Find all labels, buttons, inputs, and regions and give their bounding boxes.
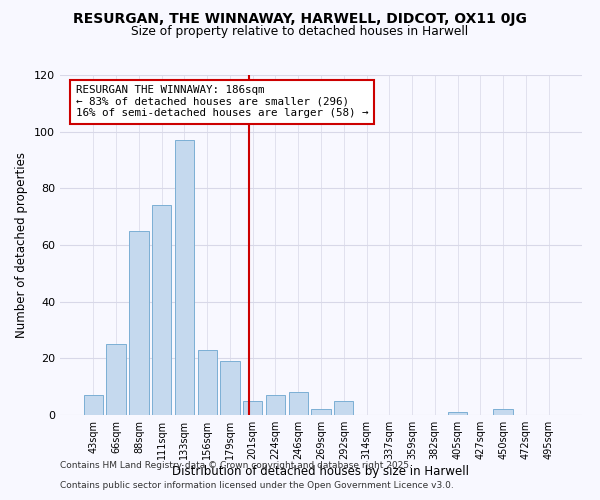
X-axis label: Distribution of detached houses by size in Harwell: Distribution of detached houses by size … bbox=[173, 465, 470, 478]
Text: Contains public sector information licensed under the Open Government Licence v3: Contains public sector information licen… bbox=[60, 481, 454, 490]
Y-axis label: Number of detached properties: Number of detached properties bbox=[16, 152, 28, 338]
Bar bbox=[243, 401, 262, 415]
Bar bbox=[220, 361, 239, 415]
Text: Size of property relative to detached houses in Harwell: Size of property relative to detached ho… bbox=[131, 25, 469, 38]
Bar bbox=[493, 410, 513, 415]
Bar bbox=[266, 395, 285, 415]
Text: RESURGAN, THE WINNAWAY, HARWELL, DIDCOT, OX11 0JG: RESURGAN, THE WINNAWAY, HARWELL, DIDCOT,… bbox=[73, 12, 527, 26]
Text: Contains HM Land Registry data © Crown copyright and database right 2025.: Contains HM Land Registry data © Crown c… bbox=[60, 461, 412, 470]
Bar bbox=[129, 231, 149, 415]
Bar bbox=[289, 392, 308, 415]
Bar bbox=[448, 412, 467, 415]
Bar bbox=[197, 350, 217, 415]
Bar bbox=[175, 140, 194, 415]
Bar bbox=[311, 410, 331, 415]
Bar bbox=[84, 395, 103, 415]
Text: RESURGAN THE WINNAWAY: 186sqm
← 83% of detached houses are smaller (296)
16% of : RESURGAN THE WINNAWAY: 186sqm ← 83% of d… bbox=[76, 85, 368, 118]
Bar bbox=[152, 206, 172, 415]
Bar bbox=[106, 344, 126, 415]
Bar bbox=[334, 401, 353, 415]
